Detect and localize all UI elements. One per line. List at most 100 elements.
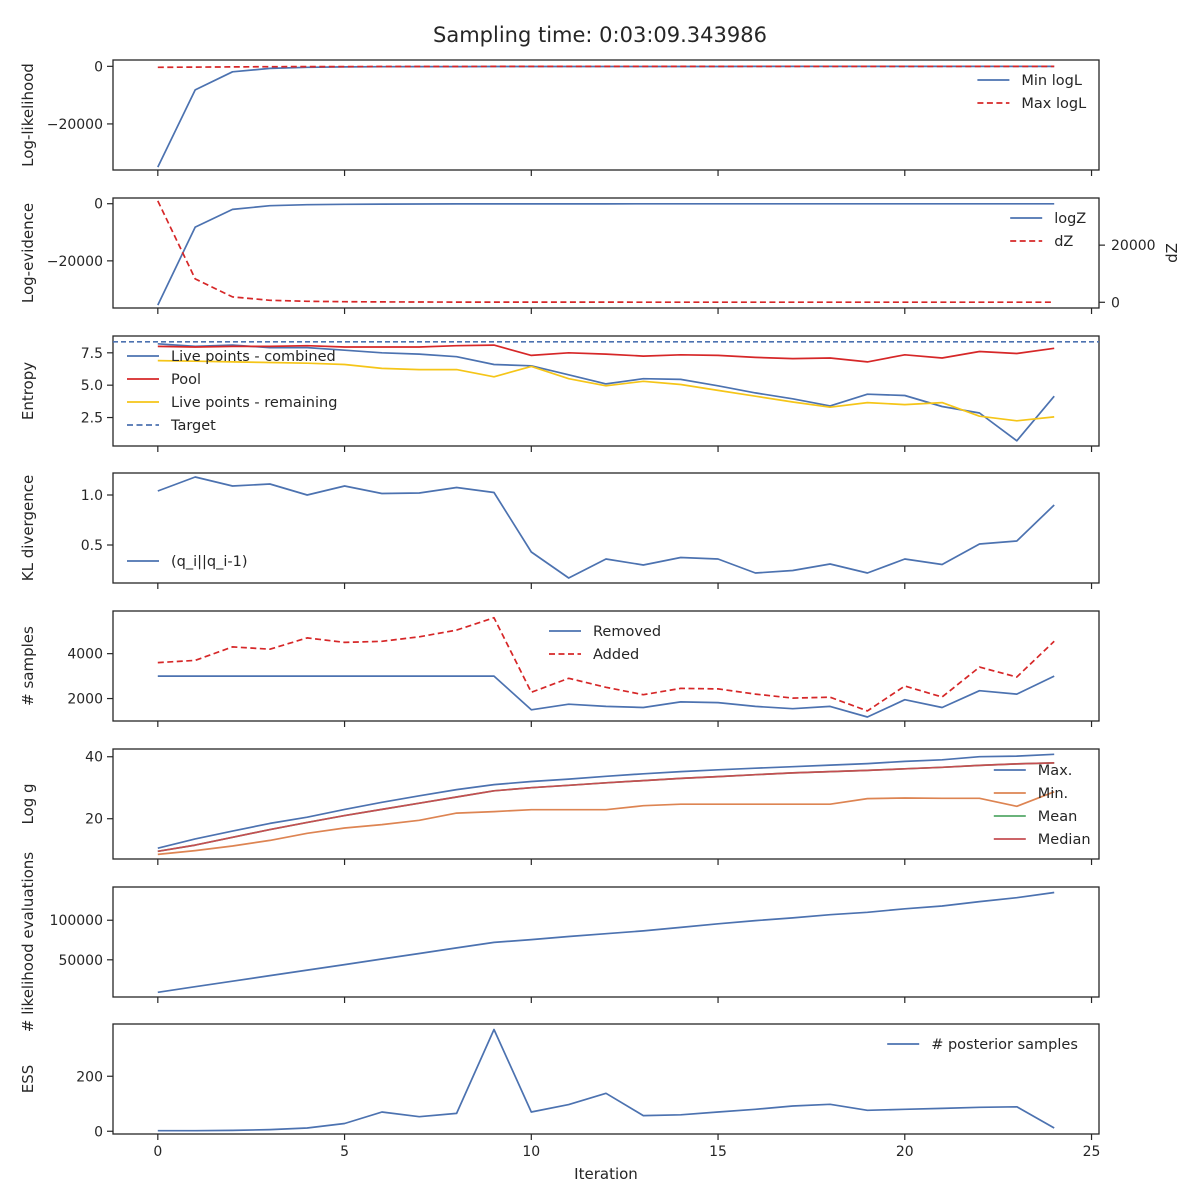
series-line-4 — [157, 762, 1055, 853]
plot-area — [157, 476, 1055, 579]
legend-label: (q_i||q_i-1) — [171, 554, 248, 570]
y-tick-label: 0 — [94, 1124, 103, 1140]
plot-frame — [112, 197, 1100, 309]
legend-label: Max. — [1038, 763, 1073, 779]
legend-label: Max logL — [1021, 96, 1086, 112]
plot-area — [157, 616, 1055, 718]
y-tick-label: 2000 — [67, 692, 103, 708]
plot-area — [157, 891, 1055, 994]
plot-frame — [112, 748, 1100, 860]
y-tick-label: 0 — [94, 197, 103, 213]
y-tick-label: 40 — [85, 750, 103, 766]
y-tick-label: 0 — [94, 59, 103, 75]
y-tick-label: 100000 — [50, 913, 103, 929]
y2-axis-label: dZ — [1163, 243, 1181, 263]
series-line-1 — [157, 65, 1055, 168]
legend-label: Removed — [593, 624, 661, 640]
y-axis-label: Log-likelihood — [19, 63, 37, 167]
legend-label: logZ — [1054, 211, 1086, 227]
legend: Min logL Max logL — [977, 73, 1086, 112]
legend: logZ dZ — [1010, 211, 1086, 250]
series-line-2 — [157, 344, 1055, 363]
legend-label: Target — [170, 418, 216, 434]
legend-label: dZ — [1054, 234, 1073, 250]
series-line-2 — [157, 791, 1055, 856]
panel-6: 20 40 Log g Max. Min. Mean Median — [19, 748, 1100, 865]
legend: Live points - combined Pool Live points - … — [127, 349, 337, 434]
legend: Max. Min. Mean Median — [993, 763, 1091, 848]
y-tick-label: 200 — [76, 1069, 103, 1085]
series-line-2 — [157, 200, 1055, 304]
y-tick-label: −20000 — [47, 117, 103, 133]
y-axis-label: # likelihood evaluations — [19, 852, 37, 1032]
legend-label: Median — [1038, 832, 1091, 848]
y-axis-label: Log-evidence — [19, 203, 37, 303]
y-tick-label: 20 — [85, 812, 103, 828]
legend-label: Mean — [1038, 809, 1078, 825]
legend: # posterior samples — [887, 1037, 1078, 1053]
x-tick-label: 5 — [340, 1144, 349, 1160]
y-tick-label: 5.0 — [81, 378, 103, 394]
panel-3: 2.5 5.0 7.5 Entropy Live points - combined Po… — [19, 335, 1100, 452]
plot-area — [113, 341, 1099, 442]
legend-label: Live points - combined — [171, 349, 336, 365]
y-tick-label: 7.5 — [81, 346, 103, 362]
plot-frame — [112, 1023, 1100, 1135]
x-tick-label: 15 — [709, 1144, 727, 1160]
panels: 0 −20000 Log-likelihood Min logL Max logL 0 −2… — [19, 59, 1181, 1160]
legend-label: # posterior samples — [931, 1037, 1078, 1053]
series-line-1 — [157, 342, 1055, 442]
y-tick-label: −20000 — [47, 254, 103, 270]
y-tick-label: 0.5 — [81, 538, 103, 554]
series-line-3 — [157, 359, 1055, 422]
legend-label: Added — [593, 647, 639, 663]
plot-area — [157, 200, 1055, 306]
series-line-1 — [157, 1028, 1055, 1132]
legend-label: Pool — [171, 372, 201, 388]
y-tick-label: 2.5 — [81, 411, 103, 427]
legend: (q_i||q_i-1) — [127, 554, 248, 570]
y-tick-label: 4000 — [67, 647, 103, 663]
panel-7: 50000 100000 # likelihood evaluations — [19, 852, 1100, 1032]
plot-frame — [112, 59, 1100, 171]
plot-frame — [112, 610, 1100, 722]
series-line-1 — [157, 753, 1055, 850]
panel-4: 0.5 1.0 KL divergence (q_i||q_i-1) — [19, 472, 1100, 589]
plot-frame — [112, 335, 1100, 447]
y-axis-label: KL divergence — [19, 475, 37, 581]
y-tick-label: 50000 — [58, 953, 103, 969]
x-tick-label: 10 — [522, 1144, 540, 1160]
series-line-1 — [157, 675, 1055, 718]
plot-area — [157, 1028, 1055, 1132]
series-line-1 — [157, 476, 1055, 579]
legend-label: Live points - remaining — [171, 395, 337, 411]
panel-8: 0 200 ESS 0 5 10 15 20 25 # posterior samples — [19, 1023, 1101, 1160]
y-axis-label: Entropy — [19, 362, 37, 420]
y2-tick-label: 0 — [1111, 295, 1120, 311]
plot-area — [157, 753, 1055, 856]
y-axis-label: # samples — [19, 626, 37, 706]
series-line-2 — [157, 65, 1055, 69]
panel-5: 2000 4000 # samples Removed Added — [19, 610, 1100, 727]
x-tick-label: 0 — [153, 1144, 162, 1160]
plot-area — [157, 65, 1055, 168]
legend-label: Min. — [1038, 786, 1068, 802]
legend: Removed Added — [549, 624, 661, 663]
legend-label: Min logL — [1021, 73, 1082, 89]
panel-1: 0 −20000 Log-likelihood Min logL Max logL — [19, 59, 1100, 176]
x-tick-label: 25 — [1083, 1144, 1101, 1160]
plot-frame — [112, 472, 1100, 584]
y2-tick-label: 20000 — [1111, 238, 1156, 254]
plot-frame — [112, 886, 1100, 998]
series-line-2 — [157, 616, 1055, 712]
panel-2: 0 −20000 Log-evidence 0 20000 dZ logZ dZ — [19, 197, 1181, 314]
series-line-1 — [157, 891, 1055, 994]
y-tick-label: 1.0 — [81, 488, 103, 504]
figure-title: Sampling time: 0:03:09.343986 — [433, 23, 767, 47]
x-tick-label: 20 — [896, 1144, 914, 1160]
y-axis-label: Log g — [19, 783, 37, 824]
series-line-1 — [157, 202, 1055, 306]
y-axis-label: ESS — [19, 1065, 37, 1094]
x-axis-label: Iteration — [574, 1165, 638, 1183]
